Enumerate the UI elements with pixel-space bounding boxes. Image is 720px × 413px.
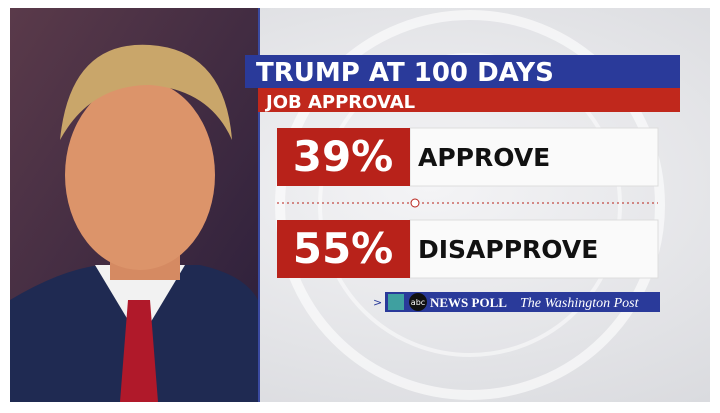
- source-bar: [385, 292, 660, 312]
- title: TRUMP AT 100 DAYS: [256, 58, 554, 88]
- partner: The Washington Post: [520, 296, 640, 311]
- logo-icon: [388, 294, 404, 310]
- subtitle-bar: [258, 88, 680, 112]
- divider-dot: [410, 198, 420, 208]
- title-bar: [245, 55, 680, 88]
- result-label: DISAPPROVE: [418, 235, 598, 264]
- network: abc: [411, 298, 425, 307]
- result-value: 55%: [293, 224, 394, 273]
- result-row: 55% DISAPPROVE: [277, 219, 659, 279]
- result-label: APPROVE: [418, 143, 550, 172]
- poll: NEWS POLL: [430, 295, 507, 310]
- subtitle: JOB APPROVAL: [264, 92, 415, 113]
- arrow-icon: >: [373, 296, 382, 309]
- network-logo: [409, 293, 427, 311]
- result-row: 39% APPROVE: [277, 127, 659, 187]
- photo: [10, 8, 260, 402]
- background-ring: [275, 10, 665, 400]
- result-value: 39%: [293, 132, 394, 181]
